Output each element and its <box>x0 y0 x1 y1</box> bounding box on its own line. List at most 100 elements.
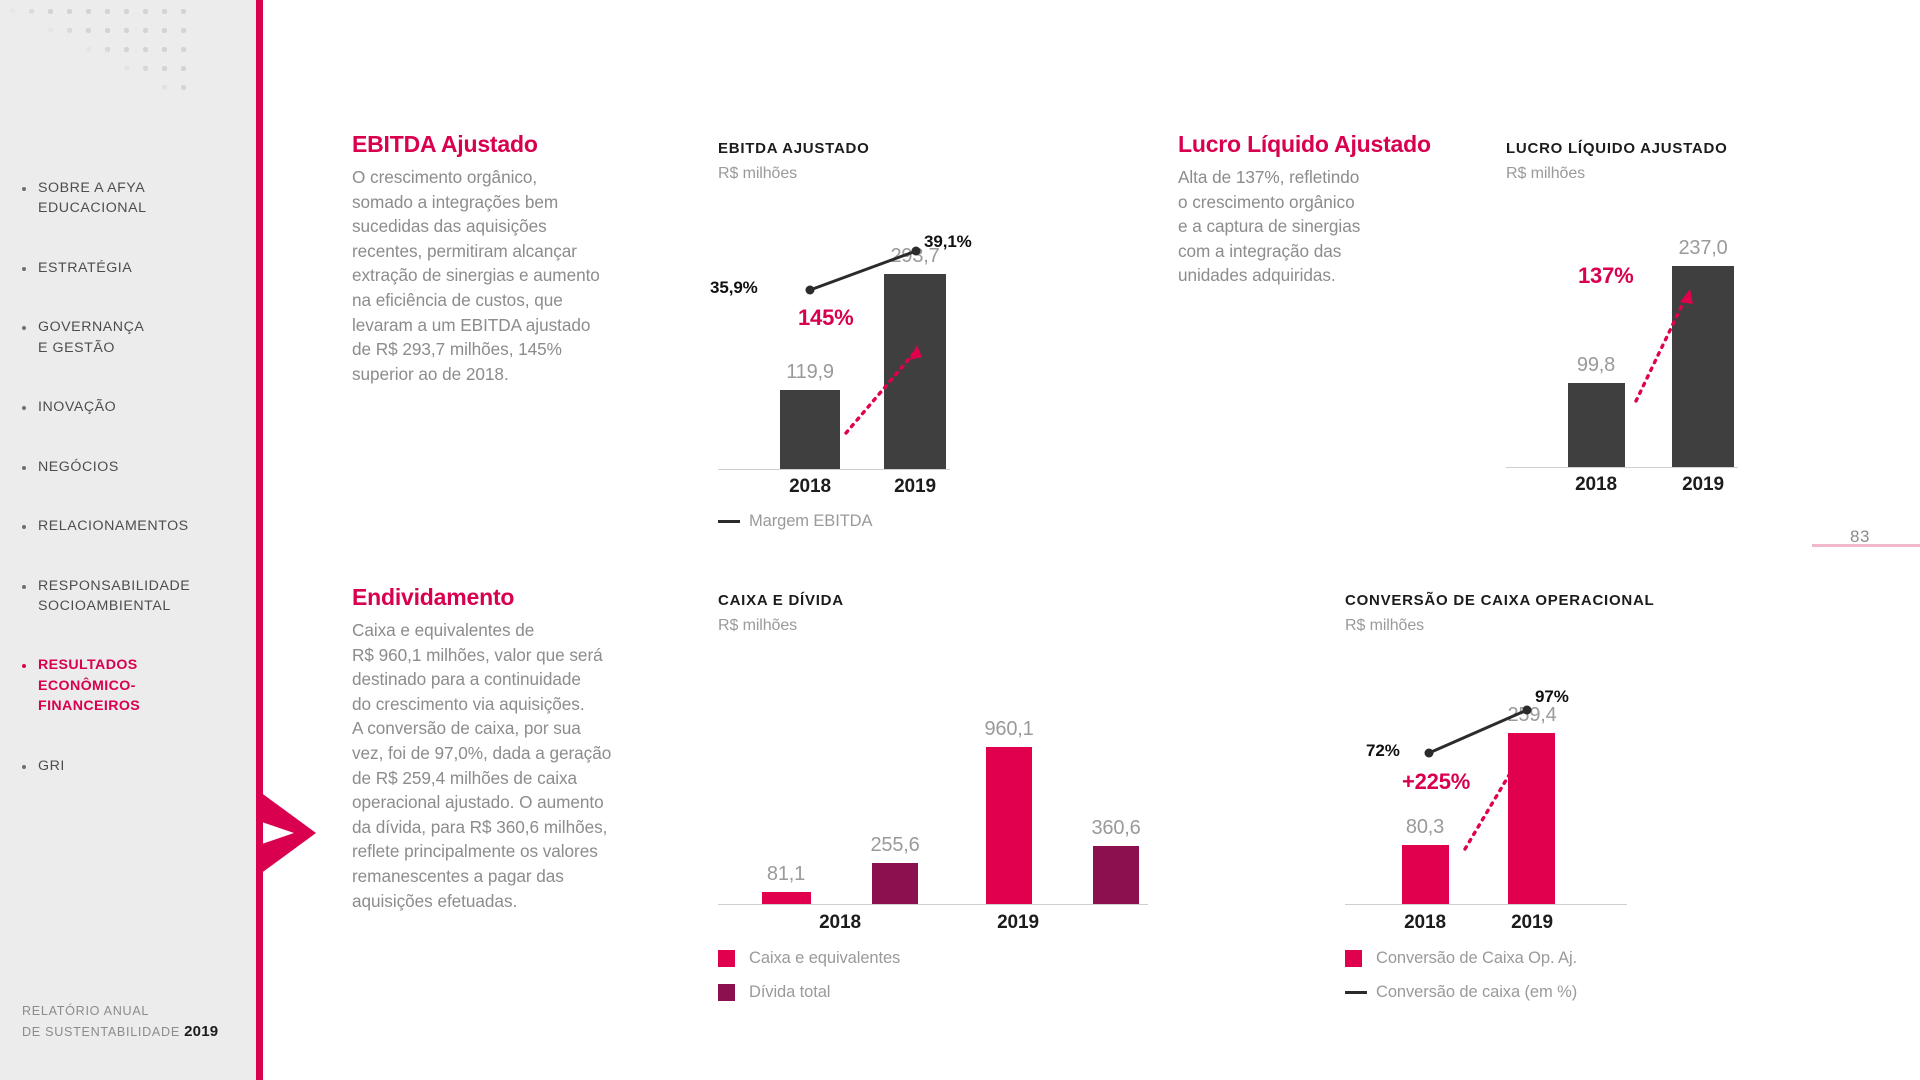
bullet-icon <box>22 465 26 470</box>
legend-label: Margem EBITDA <box>749 512 873 530</box>
x-labels-lucro: 2018 2019 <box>1506 468 1806 498</box>
color-swatch-icon <box>718 950 735 967</box>
sidebar-item-gri[interactable]: GRI <box>22 756 237 776</box>
chart-title-caixa: CAIXA E DÍVIDA <box>718 592 844 609</box>
section-body-lucro: Alta de 137%, refletindo o crescimento o… <box>1178 167 1361 286</box>
section-title-endividamento: Endividamento <box>352 584 515 610</box>
sidebar-item-label: GOVERNANÇA E GESTÃO <box>38 319 145 356</box>
section-title-ebitda: EBITDA Ajustado <box>352 131 538 157</box>
sidebar-item-estrategia[interactable]: ESTRATÉGIA <box>22 258 237 278</box>
sidebar: SOBRE A AFYA EDUCACIONAL ESTRATÉGIA GOVE… <box>0 0 256 1080</box>
bullet-icon <box>22 664 26 669</box>
bar-divida-2019 <box>1093 846 1139 905</box>
color-swatch-icon <box>1345 950 1362 967</box>
x-tick-ebitda-2019: 2019 <box>894 476 936 497</box>
bullet-icon <box>22 525 26 530</box>
conversion-label-2018: 72% <box>1366 741 1400 760</box>
section-title-lucro: Lucro Líquido Ajustado <box>1178 131 1431 157</box>
sidebar-item-negocios[interactable]: NEGÓCIOS <box>22 457 237 477</box>
chart-unit-conversao: R$ milhões <box>1345 617 1425 634</box>
conversion-label-2019: 97% <box>1535 687 1569 706</box>
bar-value-conversao-2018: 80,3 <box>1405 816 1445 838</box>
sidebar-item-label: NEGÓCIOS <box>38 458 119 475</box>
sidebar-accent-rule <box>256 0 263 1080</box>
legend-item-conversao-caixa-op: Conversão de Caixa Op. Aj. <box>1345 949 1745 968</box>
bar-conversao-2018 <box>1402 845 1449 905</box>
legend-item-divida-total: Dívida total <box>718 983 1238 1002</box>
section-body-ebitda: O crescimento orgânico, somado a integra… <box>352 167 600 384</box>
legend-label: Caixa e equivalentes <box>749 949 901 967</box>
bar-conversao-2019 <box>1508 733 1555 905</box>
bar-divida-2018 <box>872 863 918 905</box>
sidebar-item-resultados-economico-financeiros[interactable]: RESULTADOS ECONÔMICO- FINANCEIROS <box>22 655 237 716</box>
sidebar-item-sobre-a-afya-educacional[interactable]: SOBRE A AFYA EDUCACIONAL <box>22 178 237 219</box>
bar-lucro-2018 <box>1568 383 1625 468</box>
bar-caixa-2019 <box>986 747 1032 905</box>
line-swatch-icon <box>1345 991 1367 994</box>
bar-value-caixa-2018: 81,1 <box>766 863 806 885</box>
bar-ebitda-2018 <box>780 390 840 470</box>
line-swatch-icon <box>718 520 740 523</box>
sidebar-item-relacionamentos[interactable]: RELACIONAMENTOS <box>22 516 237 536</box>
sidebar-item-responsabilidade-socioambiental[interactable]: RESPONSABILIDADE SOCIOAMBIENTAL <box>22 576 237 617</box>
bar-value-divida-2018: 255,6 <box>870 834 920 856</box>
page-number: 83 <box>1850 527 1870 546</box>
section-ebitda-text: EBITDA Ajustado O crescimento orgânico, … <box>352 131 670 386</box>
sidebar-item-label: INOVAÇÃO <box>38 399 117 416</box>
growth-annotation-conversao: +225% <box>1402 769 1471 794</box>
bar-value-caixa-2019: 960,1 <box>984 718 1034 740</box>
legend-ebitda: Margem EBITDA <box>718 512 1018 531</box>
sidebar-item-label: GRI <box>38 757 65 774</box>
section-body-endividamento: Caixa e equivalentes de R$ 960,1 milhões… <box>352 620 612 911</box>
section-endividamento-text: Endividamento Caixa e equivalentes de R$… <box>352 584 672 913</box>
chart-conversao: CONVERSÃO DE CAIXA OPERACIONAL R$ milhõe… <box>1345 592 1745 1017</box>
plot-area-ebitda: 119,9 293,7 35,9% 39,1% 145% <box>710 205 1018 470</box>
bullet-icon <box>22 326 26 331</box>
sidebar-item-label: SOBRE A AFYA EDUCACIONAL <box>38 180 147 217</box>
bar-value-lucro-2019: 237,0 <box>1678 237 1728 259</box>
chart-title-conversao: CONVERSÃO DE CAIXA OPERACIONAL <box>1345 592 1655 609</box>
x-axis-caixa <box>718 904 1148 905</box>
x-tick-conversao-2019: 2019 <box>1511 912 1553 933</box>
chart-title-ebitda: EBITDA AJUSTADO <box>718 140 870 157</box>
bar-value-conversao-2019: 259,4 <box>1507 704 1557 726</box>
active-section-chevron-icon <box>256 789 316 877</box>
sidebar-item-inovacao[interactable]: INOVAÇÃO <box>22 397 237 417</box>
bullet-icon <box>22 584 26 589</box>
x-labels-caixa: 2018 2019 <box>718 905 1238 937</box>
margin-label-ebitda-2018: 35,9% <box>710 278 758 297</box>
plot-area-conversao: 80,3 259,4 72% 97% +225% <box>1345 657 1745 905</box>
chart-unit-ebitda: R$ milhões <box>718 165 798 182</box>
x-tick-caixa-2018: 2018 <box>819 912 861 933</box>
x-labels-conversao: 2018 2019 <box>1345 905 1745 937</box>
x-axis-ebitda <box>718 469 950 470</box>
chart-unit-lucro: R$ milhões <box>1506 165 1586 182</box>
bar-value-lucro-2018: 99,8 <box>1576 354 1616 376</box>
bar-ebitda-2019 <box>884 274 946 470</box>
bar-value-ebitda-2018: 119,9 <box>786 361 834 383</box>
page-number-block: 83 <box>1800 527 1920 547</box>
report-line-2: DE SUSTENTABILIDADE <box>22 1024 180 1039</box>
bar-lucro-2019 <box>1672 266 1734 468</box>
x-tick-conversao-2018: 2018 <box>1404 912 1446 933</box>
legend-label: Dívida total <box>749 983 831 1001</box>
page-number-underline <box>1812 544 1920 547</box>
margin-label-ebitda-2019: 39,1% <box>924 232 972 251</box>
sidebar-item-governanca-e-gestao[interactable]: GOVERNANÇA E GESTÃO <box>22 317 237 358</box>
growth-annotation-lucro: 137% <box>1578 263 1634 288</box>
plot-area-lucro: 99,8 237,0 137% <box>1506 205 1806 468</box>
sidebar-item-label: ESTRATÉGIA <box>38 259 133 276</box>
chart-lucro: LUCRO LÍQUIDO AJUSTADO R$ milhões 99,8 2… <box>1506 140 1806 498</box>
report-line-1: RELATÓRIO ANUAL <box>22 1003 150 1018</box>
sidebar-item-label: RESPONSABILIDADE SOCIOAMBIENTAL <box>38 577 191 614</box>
growth-annotation-ebitda: 145% <box>798 305 854 330</box>
x-axis-conversao <box>1345 904 1627 905</box>
chart-title-lucro: LUCRO LÍQUIDO AJUSTADO <box>1506 140 1728 157</box>
sidebar-nav: SOBRE A AFYA EDUCACIONAL ESTRATÉGIA GOVE… <box>22 178 237 815</box>
legend-conversao: Conversão de Caixa Op. Aj. Conversão de … <box>1345 949 1745 1002</box>
sidebar-item-label: RELACIONAMENTOS <box>38 518 189 535</box>
report-branding: RELATÓRIO ANUAL DE SUSTENTABILIDADE 2019 <box>22 1003 237 1042</box>
x-tick-lucro-2018: 2018 <box>1575 474 1617 495</box>
x-tick-ebitda-2018: 2018 <box>789 476 831 497</box>
bullet-icon <box>22 406 26 411</box>
